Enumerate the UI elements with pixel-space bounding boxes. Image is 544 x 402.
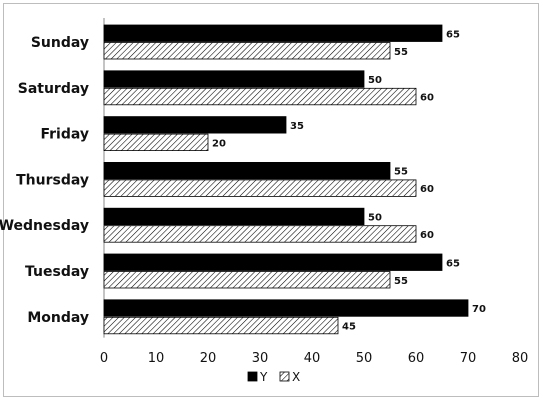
- bar-y-monday: [104, 300, 468, 317]
- x-tick-label-50: 50: [356, 351, 373, 366]
- bar-x-wednesday: [104, 226, 416, 243]
- category-label-friday: Friday: [40, 127, 89, 143]
- data-label-y-tuesday: 65: [446, 258, 460, 269]
- category-label-saturday: Saturday: [18, 81, 89, 97]
- data-label-x-thursday: 60: [420, 184, 434, 195]
- bar-x-tuesday: [104, 272, 390, 289]
- data-label-x-tuesday: 55: [394, 276, 408, 287]
- x-tick-label-10: 10: [148, 351, 165, 366]
- bar-x-thursday: [104, 180, 416, 197]
- data-label-y-saturday: 50: [368, 75, 382, 86]
- bar-x-friday: [104, 134, 208, 151]
- data-label-x-saturday: 60: [420, 93, 434, 104]
- data-label-y-monday: 70: [472, 304, 486, 315]
- legend-swatch-x: [280, 372, 289, 381]
- bar-y-tuesday: [104, 254, 442, 271]
- bar-x-monday: [104, 317, 338, 334]
- x-tick-label-30: 30: [252, 351, 269, 366]
- data-label-x-sunday: 55: [394, 47, 408, 58]
- category-label-wednesday: Wednesday: [0, 218, 89, 234]
- data-label-x-wednesday: 60: [420, 230, 434, 241]
- bar-y-saturday: [104, 71, 364, 88]
- legend-swatch-y: [248, 372, 257, 381]
- category-label-sunday: Sunday: [31, 35, 89, 51]
- bar-x-sunday: [104, 43, 390, 60]
- x-tick-label-0: 0: [100, 351, 108, 366]
- data-label-y-thursday: 55: [394, 167, 408, 178]
- plot-area: Sunday 65 55 Saturday 50 60 Friday 35 20 Thursday…: [0, 18, 528, 384]
- bar-y-sunday: [104, 25, 442, 42]
- bar-y-wednesday: [104, 208, 364, 225]
- bar-y-thursday: [104, 162, 390, 179]
- x-tick-label-70: 70: [460, 351, 477, 366]
- legend-label-x: X: [292, 370, 300, 384]
- category-label-thursday: Thursday: [16, 172, 89, 188]
- data-label-x-monday: 45: [342, 322, 356, 333]
- x-tick-label-60: 60: [408, 351, 425, 366]
- category-label-monday: Monday: [27, 310, 89, 326]
- bar-x-saturday: [104, 88, 416, 105]
- data-label-y-wednesday: 50: [368, 212, 382, 223]
- data-label-y-friday: 35: [290, 121, 304, 132]
- x-tick-label-80: 80: [512, 351, 529, 366]
- data-label-x-friday: 20: [212, 138, 226, 149]
- category-label-tuesday: Tuesday: [25, 264, 89, 280]
- x-tick-label-40: 40: [304, 351, 321, 366]
- legend-label-y: Y: [259, 370, 268, 384]
- data-label-y-sunday: 65: [446, 29, 460, 40]
- bar-y-friday: [104, 117, 286, 134]
- x-tick-label-20: 20: [200, 351, 217, 366]
